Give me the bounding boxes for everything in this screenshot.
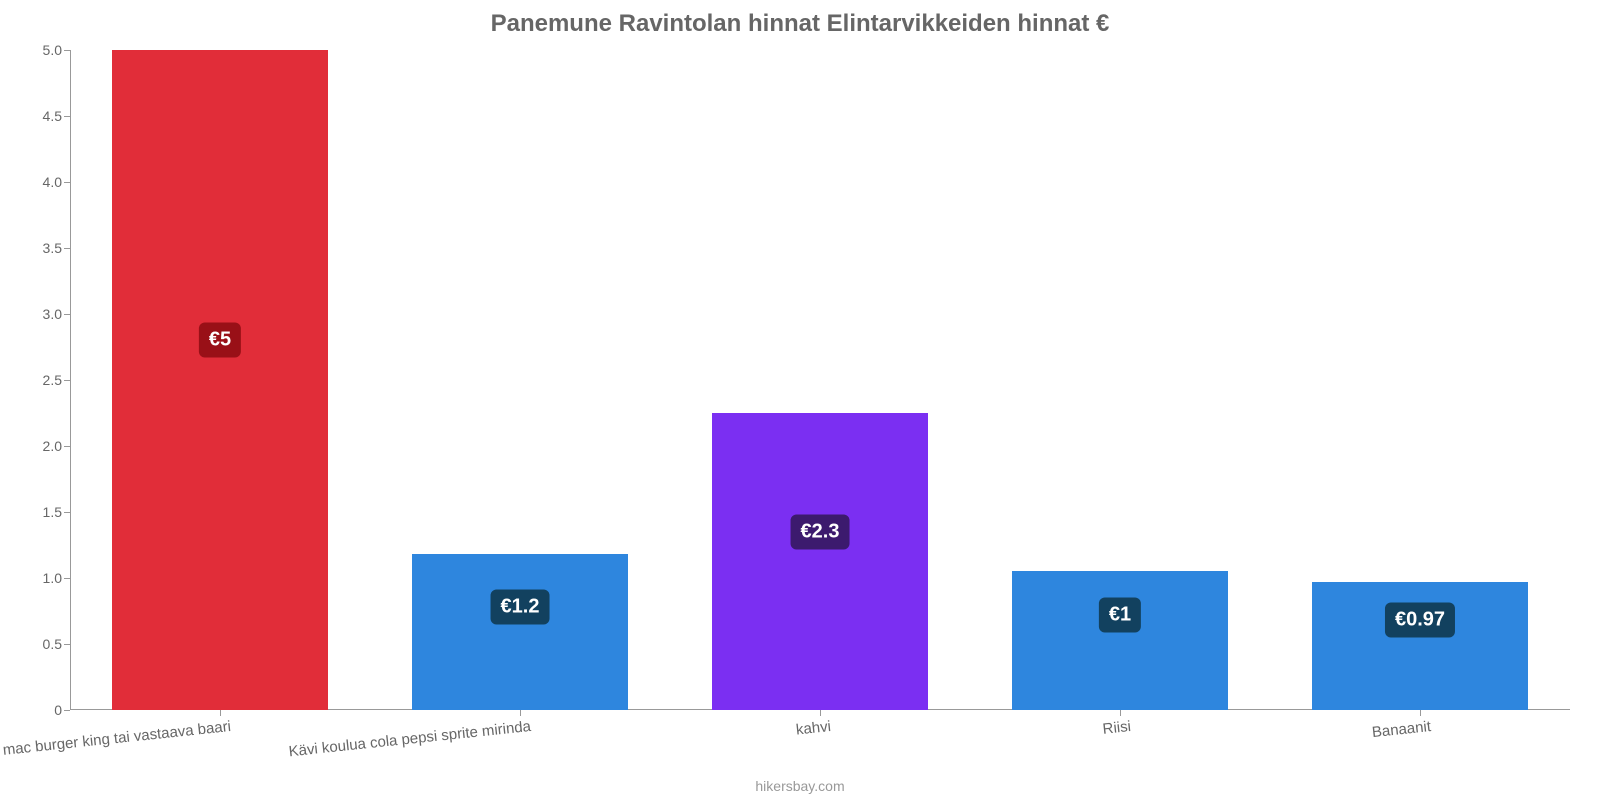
value-badge: €1.2 bbox=[491, 590, 550, 625]
y-tick-mark bbox=[64, 50, 70, 51]
y-tick-mark bbox=[64, 644, 70, 645]
y-tick-label: 0.5 bbox=[43, 636, 62, 652]
x-tick-mark bbox=[1420, 710, 1421, 716]
chart-title: Panemune Ravintolan hinnat Elintarvikkei… bbox=[0, 10, 1600, 38]
x-axis-label: Banaanit bbox=[1161, 718, 1431, 763]
y-tick-mark bbox=[64, 116, 70, 117]
value-badge: €1 bbox=[1099, 597, 1141, 632]
y-tick-label: 4.5 bbox=[43, 108, 62, 124]
value-badge: €0.97 bbox=[1385, 603, 1455, 638]
y-tick-label: 0 bbox=[54, 702, 62, 718]
x-axis-label: mac burger king tai vastaava baari bbox=[0, 718, 232, 763]
bar bbox=[712, 413, 928, 710]
y-tick-mark bbox=[64, 446, 70, 447]
x-axis-label: Kävi koulua cola pepsi sprite mirinda bbox=[261, 718, 531, 763]
bar bbox=[412, 554, 628, 710]
x-tick-mark bbox=[520, 710, 521, 716]
value-badge: €5 bbox=[199, 323, 241, 358]
bars-layer: €5 €1.2 €2.3 €1 €0.97 bbox=[70, 50, 1570, 710]
y-tick-label: 3.0 bbox=[43, 306, 62, 322]
x-axis-label: kahvi bbox=[561, 718, 831, 763]
bar bbox=[112, 50, 328, 710]
value-badge: €2.3 bbox=[791, 514, 850, 549]
y-tick-label: 2.0 bbox=[43, 438, 62, 454]
bar bbox=[1012, 571, 1228, 710]
y-tick-mark bbox=[64, 512, 70, 513]
y-tick-label: 2.5 bbox=[43, 372, 62, 388]
plot-area: €5€1.2€2.3€1€0.97 00.51.01.52.02.53.03.5… bbox=[70, 50, 1570, 710]
bar bbox=[1312, 582, 1528, 710]
y-tick-label: 1.0 bbox=[43, 570, 62, 586]
y-tick-mark bbox=[64, 380, 70, 381]
x-tick-mark bbox=[1120, 710, 1121, 716]
y-tick-label: 3.5 bbox=[43, 240, 62, 256]
y-tick-mark bbox=[64, 710, 70, 711]
chart-footer: hikersbay.com bbox=[0, 778, 1600, 794]
y-tick-mark bbox=[64, 248, 70, 249]
y-tick-label: 1.5 bbox=[43, 504, 62, 520]
y-tick-label: 5.0 bbox=[43, 42, 62, 58]
y-tick-mark bbox=[64, 314, 70, 315]
x-tick-mark bbox=[820, 710, 821, 716]
y-tick-mark bbox=[64, 578, 70, 579]
x-tick-mark bbox=[220, 710, 221, 716]
price-bar-chart: Panemune Ravintolan hinnat Elintarvikkei… bbox=[0, 0, 1600, 800]
y-tick-mark bbox=[64, 182, 70, 183]
y-tick-label: 4.0 bbox=[43, 174, 62, 190]
x-axis-label: Riisi bbox=[861, 718, 1131, 763]
